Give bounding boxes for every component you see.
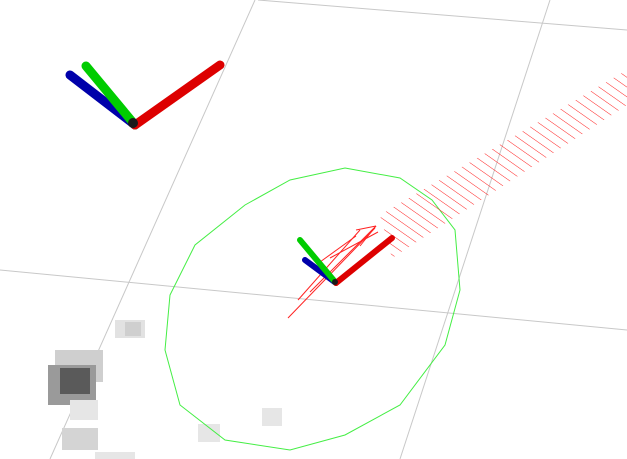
axes-frame-icon <box>65 60 225 130</box>
axes-frame-icon <box>297 235 395 286</box>
grid-line <box>257 0 627 31</box>
grid-line <box>399 0 551 459</box>
y-axis <box>297 237 339 286</box>
costmap-cell-icon <box>60 368 90 394</box>
grid-line <box>0 269 627 331</box>
pose-arrow <box>297 229 361 301</box>
costmap-cell-icon <box>70 400 98 420</box>
pose-array-hatch <box>380 70 627 258</box>
pose-arrow-head <box>355 225 377 231</box>
x-axis <box>130 60 225 130</box>
costmap-cell-icon <box>95 452 135 459</box>
x-axis <box>333 235 395 286</box>
pose-arrow <box>319 235 357 263</box>
costmap-cell-icon <box>125 322 141 336</box>
pose-arrow <box>309 225 377 293</box>
axes-origin <box>128 118 138 128</box>
costmap <box>48 320 282 459</box>
pose-arrow <box>329 231 379 259</box>
pose-array-icon <box>287 70 627 319</box>
axes-origin <box>332 279 338 285</box>
pose-arrow-head <box>359 225 377 247</box>
y-axis <box>81 61 140 130</box>
costmap-cell-icon <box>262 408 282 426</box>
costmap-cell-icon <box>198 424 220 442</box>
costmap-cell-icon <box>62 428 98 450</box>
